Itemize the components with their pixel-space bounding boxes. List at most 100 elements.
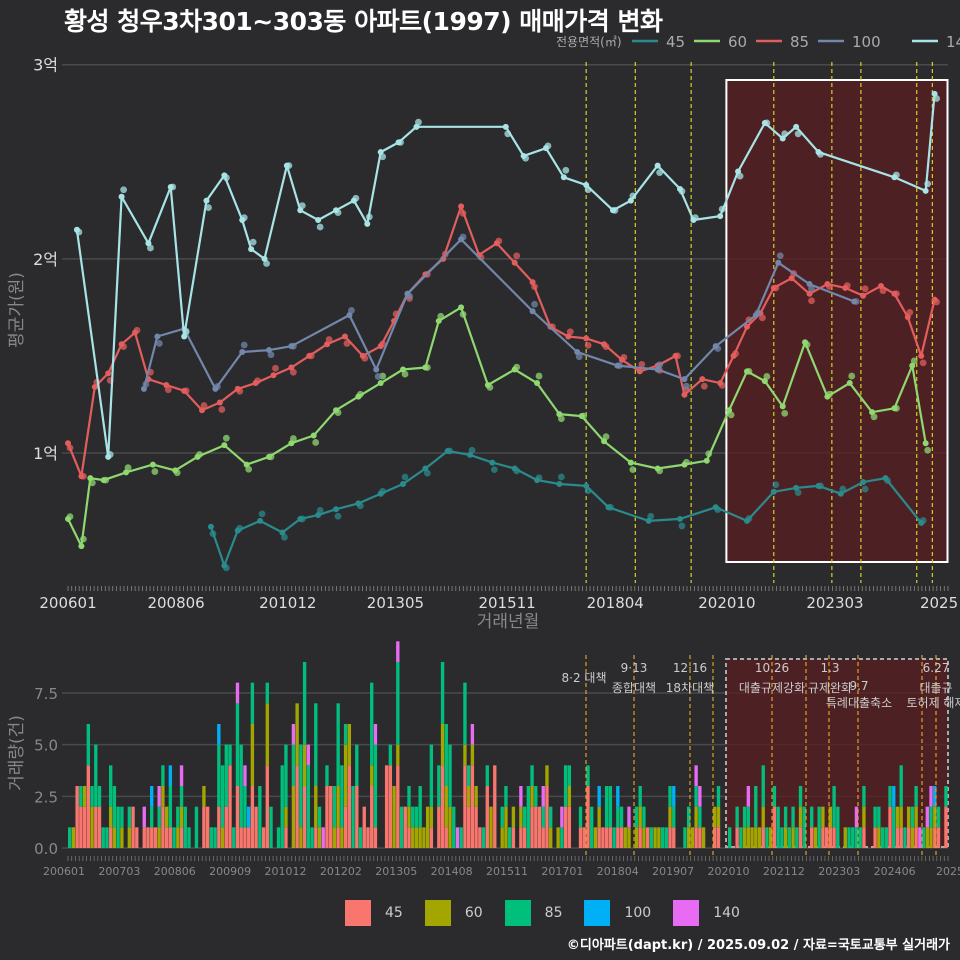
volume-bar-45 [545, 786, 549, 848]
volume-bar-85 [694, 786, 698, 807]
volume-bar-60 [299, 827, 303, 848]
volume-legend-label: 85 [544, 905, 563, 921]
policy-date: 6.27 [923, 661, 950, 675]
volume-bar-85 [243, 786, 247, 828]
volume-bar-85 [157, 806, 161, 828]
volume-bar-45 [343, 806, 348, 848]
data-point-85 [808, 297, 815, 305]
volume-bar-85 [414, 806, 419, 828]
volume-bar-45 [619, 827, 624, 848]
volume-bar-60 [82, 786, 87, 807]
series-marker-45 [583, 482, 590, 489]
series-marker-45 [422, 465, 429, 472]
volume-bar-85 [94, 744, 98, 807]
series-marker-60 [100, 477, 107, 484]
series-marker-85 [672, 352, 679, 359]
volume-bar-85 [220, 765, 225, 828]
volume-bar-85 [530, 765, 534, 786]
volume-bar-85 [686, 806, 691, 828]
volume-bar-85 [418, 786, 422, 828]
volume-bar-85 [179, 786, 184, 807]
volume-bar-60 [813, 827, 818, 848]
volume-bar-85 [317, 806, 322, 828]
volume-bar-45 [578, 827, 583, 848]
volume-bar-85 [101, 827, 105, 848]
price-x-tick-label: 201804 [587, 594, 644, 612]
series-marker-85 [743, 323, 750, 330]
series-marker-45 [743, 517, 750, 524]
volume-bar-60 [653, 827, 657, 848]
volume-bar-85 [522, 806, 527, 828]
volume-bar-60 [504, 806, 508, 848]
volume-bar-85 [396, 662, 400, 745]
series-marker-60 [288, 440, 295, 447]
volume-legend-item-140: 140 [673, 900, 740, 926]
series-marker-100 [212, 385, 219, 392]
volume-bar-85 [314, 703, 318, 786]
volume-bar-85 [612, 827, 616, 848]
series-marker-100 [851, 298, 858, 305]
volume-bar-45 [832, 827, 836, 848]
volume-bar-45 [161, 806, 165, 848]
volume-bar-85 [209, 827, 214, 848]
volume-bar-85 [235, 703, 240, 786]
volume-bar-45 [403, 806, 407, 848]
volume-bar-85 [698, 806, 702, 828]
volume-bar-45 [936, 827, 941, 848]
volume-bar-140 [306, 744, 310, 766]
volume-bar-45 [373, 827, 378, 848]
volume-bar-85 [265, 682, 269, 704]
volume-bar-85 [616, 806, 620, 828]
volume-bar-45 [944, 806, 948, 848]
volume-bar-45 [601, 827, 605, 848]
series-marker-85 [234, 385, 241, 392]
data-point-60 [629, 466, 637, 474]
volume-bar-85 [832, 786, 836, 828]
volume-bar-140 [746, 786, 750, 807]
volume-bar-60 [750, 827, 754, 848]
series-marker-100 [614, 362, 621, 369]
policy-name: 종합대책 [612, 680, 656, 695]
volume-bar-85 [508, 827, 512, 848]
volume-bar-45 [302, 786, 307, 848]
series-marker-140 [891, 174, 898, 181]
series-marker-140 [779, 135, 786, 142]
data-point-45 [258, 510, 266, 518]
volume-bar-45 [370, 786, 374, 848]
volume-bar-140 [179, 765, 184, 786]
volume-bar-60 [828, 806, 833, 828]
data-point-45 [490, 466, 498, 474]
volume-bar-85 [854, 827, 859, 848]
volume-bar-85 [739, 827, 743, 848]
volume-bar-140 [560, 806, 564, 828]
volume-x-tick-label: 201907 [652, 865, 694, 878]
volume-bar-45 [888, 806, 892, 848]
series-marker-85 [904, 314, 911, 321]
volume-bar-45 [474, 806, 478, 848]
series-marker-85 [806, 290, 813, 297]
volume-bar-45 [109, 827, 113, 848]
volume-bar-60 [392, 786, 396, 848]
series-marker-85 [181, 387, 188, 394]
volume-bar-45 [202, 806, 206, 848]
series-marker-85 [216, 399, 223, 406]
volume-bar-85 [437, 765, 441, 807]
volume-bar-140 [321, 827, 325, 848]
volume-bar-60 [567, 786, 572, 807]
price-x-tick-label: 202010 [698, 594, 755, 612]
series-marker-45 [556, 481, 563, 487]
volume-bar-60 [742, 827, 747, 848]
volume-bar-60 [317, 827, 322, 848]
series-marker-100 [574, 349, 581, 355]
series-marker-85 [730, 352, 737, 359]
series-marker-60 [681, 461, 688, 468]
volume-bar-85 [798, 786, 803, 807]
volume-bar-85 [429, 744, 434, 807]
volume-bar-60 [429, 806, 434, 828]
volume-bar-45 [254, 806, 258, 848]
series-marker-100 [239, 349, 246, 355]
data-point-85 [513, 252, 521, 260]
highlight-region [725, 79, 949, 563]
volume-bar-60 [500, 827, 504, 848]
volume-bar-60 [109, 806, 113, 828]
